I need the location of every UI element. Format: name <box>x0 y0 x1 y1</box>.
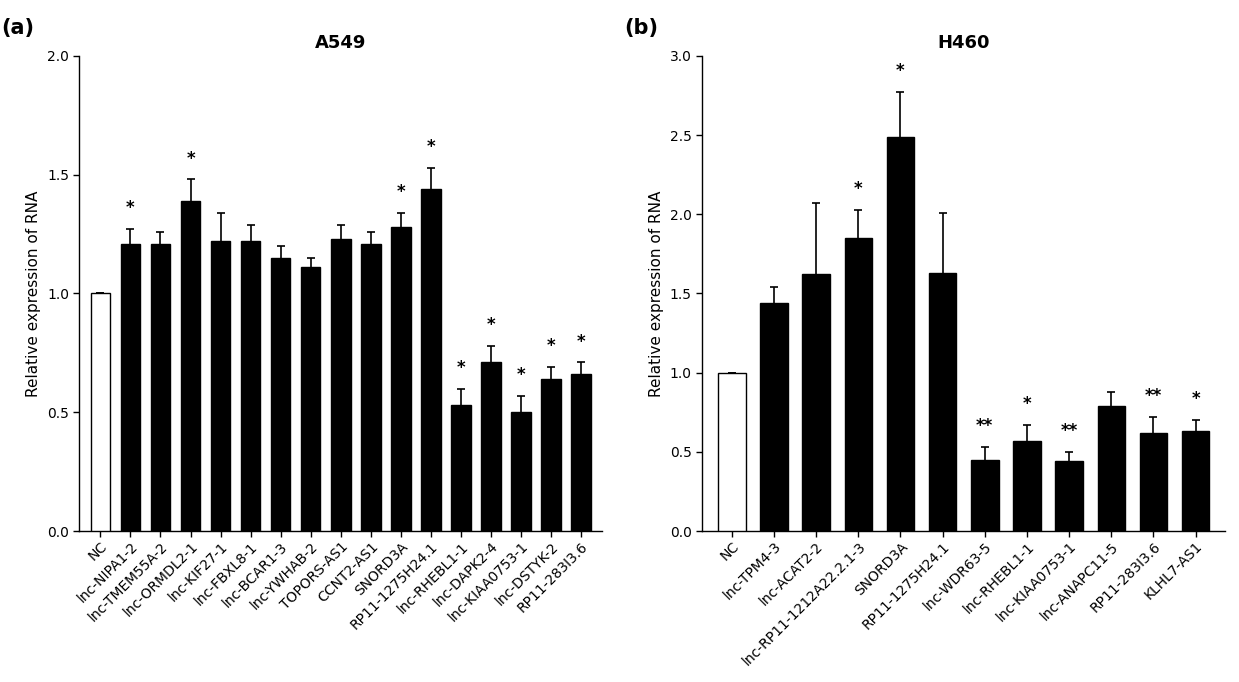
Bar <box>301 267 321 531</box>
Bar <box>421 189 441 531</box>
Bar <box>512 413 530 531</box>
Text: *: * <box>896 63 904 80</box>
Bar <box>120 243 140 531</box>
Bar <box>181 201 201 531</box>
Bar <box>271 258 290 531</box>
Bar <box>392 227 410 531</box>
Bar <box>541 379 561 531</box>
Bar <box>887 136 914 531</box>
Text: (a): (a) <box>1 18 33 38</box>
Bar <box>331 239 351 531</box>
Bar <box>571 374 591 531</box>
Text: *: * <box>186 149 195 168</box>
Text: *: * <box>1022 395 1031 413</box>
Bar <box>151 243 170 531</box>
Bar <box>803 274 830 531</box>
Bar <box>90 293 110 531</box>
Text: *: * <box>126 199 135 218</box>
Title: H460: H460 <box>938 33 990 52</box>
Bar <box>845 238 872 531</box>
Text: **: ** <box>1145 387 1162 405</box>
Bar <box>361 243 380 531</box>
Text: *: * <box>426 138 435 155</box>
Y-axis label: Relative expression of RNA: Relative expression of RNA <box>26 190 41 397</box>
Text: *: * <box>517 366 525 384</box>
Text: *: * <box>577 333 585 351</box>
Text: **: ** <box>1061 422 1078 440</box>
Bar <box>1056 462 1083 531</box>
Text: *: * <box>546 338 555 355</box>
Text: *: * <box>487 316 496 334</box>
Title: A549: A549 <box>315 33 367 52</box>
Bar <box>1098 406 1125 531</box>
Bar <box>1014 441 1041 531</box>
Bar <box>481 362 501 531</box>
Bar <box>761 303 788 531</box>
Text: (b): (b) <box>624 18 658 38</box>
Text: *: * <box>457 359 465 376</box>
Bar <box>971 460 999 531</box>
Bar <box>719 372 746 531</box>
Text: *: * <box>1191 390 1199 409</box>
Text: *: * <box>396 183 405 201</box>
Bar <box>211 241 230 531</box>
Bar <box>1140 433 1167 531</box>
Bar <box>240 241 260 531</box>
Text: **: ** <box>976 417 994 435</box>
Bar <box>929 273 957 531</box>
Text: *: * <box>854 179 862 198</box>
Bar <box>1182 431 1209 531</box>
Bar <box>451 405 471 531</box>
Y-axis label: Relative expression of RNA: Relative expression of RNA <box>649 190 664 397</box>
